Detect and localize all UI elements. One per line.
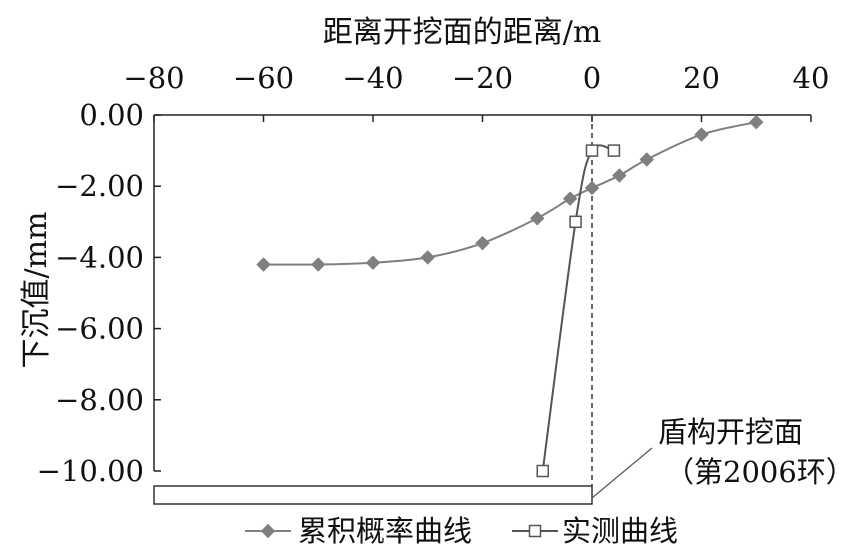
x-tick-label: 40 [793, 61, 830, 95]
x-tick-label: −60 [233, 61, 294, 95]
y-tick-label: 0.00 [79, 98, 144, 132]
legend-label: 实测曲线 [562, 514, 678, 548]
x-tick-label: −80 [123, 61, 184, 95]
cumulative-probability-point [639, 152, 654, 167]
x-ticks: −80 −60 −40 −20 0 20 40 [123, 61, 829, 122]
cumulative-probability-point [694, 127, 709, 142]
cumulative-probability-point [256, 257, 271, 272]
measured-point [607, 144, 621, 157]
y-tick-label: −8.00 [55, 383, 144, 417]
cumulative-probability-line [263, 121, 757, 266]
legend: 累积概率曲线 实测曲线 [245, 514, 678, 548]
y-tick-label: −6.00 [55, 312, 144, 346]
cumulative-probability-point [562, 191, 578, 206]
legend-marker [260, 523, 276, 539]
measured-point [569, 215, 582, 229]
measured-point [536, 464, 549, 478]
x-tick-label: −40 [342, 61, 403, 95]
annotation-leader-line [591, 447, 653, 499]
cumulative-probability-point [365, 255, 381, 270]
annotation-line-1: 盾构开挖面 [658, 415, 803, 449]
x-tick-label: 0 [583, 61, 601, 95]
cumulative-probability-point [749, 114, 764, 130]
legend-label: 累积概率曲线 [298, 514, 472, 548]
cumulative-probability-point [612, 168, 627, 183]
legend-marker [528, 524, 542, 538]
measured-point [585, 144, 599, 157]
cumulative-probability-point [311, 257, 326, 272]
x-tick-label: 20 [683, 61, 720, 95]
series-layer [256, 114, 764, 478]
y-ticks: 0.00 −2.00 −4.00 −6.00 −8.00 −10.00 [37, 98, 161, 488]
cumulative-probability-point [420, 250, 435, 265]
y-tick-label: −4.00 [55, 240, 144, 274]
y-tick-label: −10.00 [37, 454, 144, 488]
shield-bar [153, 485, 593, 505]
y-tick-label: −2.00 [55, 169, 144, 203]
cumulative-probability-point [530, 211, 545, 226]
x-axis-title: 距离开挖面的距离/m [323, 15, 602, 50]
measured-line [541, 144, 615, 472]
cumulative-probability-point [584, 180, 600, 196]
y-axis-title: 下沉值/mm [19, 211, 54, 368]
cumulative-probability-point [475, 235, 490, 251]
annotation-line-2: （第2006环） [665, 455, 854, 489]
x-tick-label: −20 [452, 61, 513, 95]
